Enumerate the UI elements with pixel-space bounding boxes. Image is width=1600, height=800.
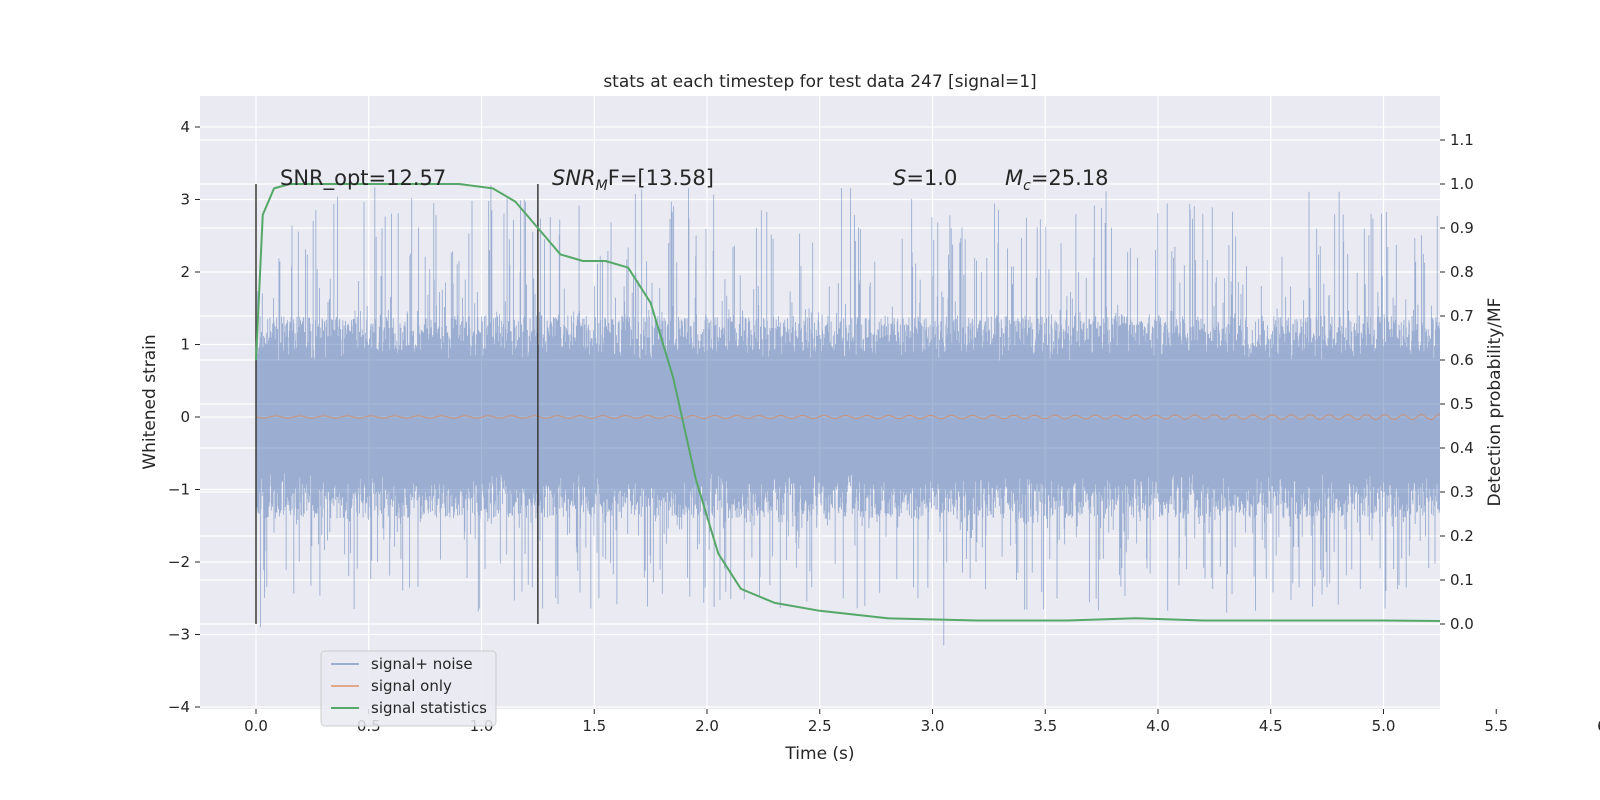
- chirp-trace: [255, 413, 1440, 421]
- annotation-mc: Mc=25.18: [1005, 166, 1109, 194]
- y2-axis-title: Detection probability/MF: [1485, 298, 1505, 507]
- legend-box: [320, 650, 497, 727]
- y2-tick-label: 0.7: [1450, 307, 1474, 325]
- y2-tick-label: 0.1: [1450, 571, 1474, 589]
- x-tick-label: 4.5: [1259, 717, 1283, 735]
- series-signal-only: [255, 413, 1440, 421]
- x-tick-label: 2.5: [808, 717, 832, 735]
- series-signal-statistics: [255, 183, 1440, 623]
- y2-tick-label: 0.5: [1450, 395, 1474, 413]
- y2-tick-label: 0.4: [1450, 439, 1474, 457]
- y2-tick-label: 0.9: [1450, 219, 1474, 237]
- legend-label-signal-plus-noise: signal+ noise: [371, 655, 473, 673]
- legend: signal+ noise signal only signal statist…: [320, 650, 497, 727]
- y-tick-label: −3: [168, 626, 190, 644]
- annotation-snr-mf: SNRMF=[13.58]: [552, 166, 714, 194]
- y-tick-label: 2: [180, 263, 190, 281]
- y2-tick-label: 0.2: [1450, 527, 1474, 545]
- x-tick-label: 1.5: [582, 717, 606, 735]
- legend-label-signal-statistics: signal statistics: [371, 699, 487, 717]
- x-tick-label: 5.5: [1484, 717, 1508, 735]
- annotation-s: S=1.0: [893, 166, 957, 190]
- x-tick-label: 0.0: [244, 717, 268, 735]
- x-tick-label: 3.5: [1033, 717, 1057, 735]
- chart-title: stats at each timestep for test data 247…: [603, 72, 1036, 92]
- x-tick-label: 6.0: [1597, 717, 1600, 735]
- y2-tick-label: 0.0: [1450, 615, 1474, 633]
- y2-tick-label: 0.6: [1450, 351, 1474, 369]
- y-axis-title: Whitened strain: [140, 334, 160, 469]
- y-tick-label: −2: [168, 553, 190, 571]
- y-tick-label: 0: [180, 408, 190, 426]
- y-tick-label: −1: [168, 481, 190, 499]
- y2-tick-label: 0.3: [1450, 483, 1474, 501]
- annotation-snr-opt: SNR_opt=12.57: [280, 166, 446, 191]
- statistics-trace: [255, 183, 1440, 623]
- y-tick-label: 4: [180, 118, 190, 136]
- x-tick-label: 2.0: [695, 717, 719, 735]
- x-tick-label: 3.0: [921, 717, 945, 735]
- y2-tick-label: 0.8: [1450, 263, 1474, 281]
- y-tick-label: 3: [180, 191, 190, 209]
- x-tick-label: 5.0: [1372, 717, 1396, 735]
- y2-tick-label: 1.0: [1450, 175, 1474, 193]
- legend-label-signal-only: signal only: [371, 677, 452, 695]
- x-tick-label: 4.0: [1146, 717, 1170, 735]
- y-tick-label: 1: [180, 336, 190, 354]
- y-tick-label: −4: [168, 698, 190, 716]
- x-axis-title: Time (s): [784, 744, 854, 764]
- y2-tick-label: 1.1: [1450, 131, 1474, 149]
- vertical-markers: [255, 184, 539, 624]
